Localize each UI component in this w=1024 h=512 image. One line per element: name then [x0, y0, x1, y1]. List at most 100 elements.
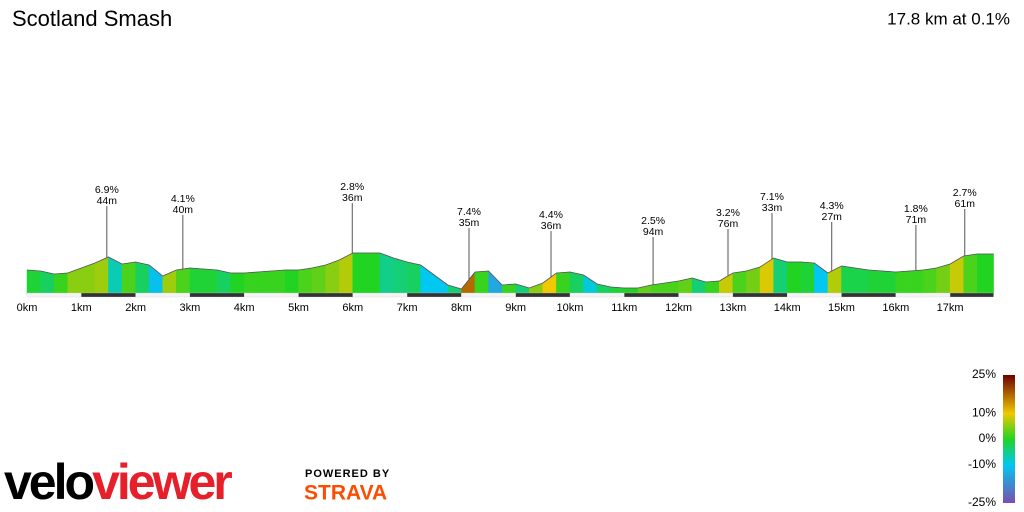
x-tick-label: 13km [719, 302, 746, 314]
annotation-length: 36m [541, 220, 562, 232]
legend-tick-label: -10% [968, 457, 996, 471]
annotation-grade: 2.7% [953, 187, 977, 199]
profile-segment [121, 261, 136, 296]
color-legend [1003, 375, 1015, 503]
km-stripe [895, 292, 951, 298]
km-stripe [26, 292, 82, 298]
annotation-grade: 7.4% [457, 206, 481, 218]
profile-segment [148, 264, 163, 296]
legend-tick-label: 25% [972, 367, 996, 381]
profile [26, 252, 994, 296]
logo: veloviewer POWERED BY STRAVA [4, 454, 390, 510]
km-stripe [135, 292, 191, 298]
chart-title: Scotland Smash [12, 6, 172, 31]
profile-segment [569, 271, 584, 296]
annotation-length: 94m [643, 226, 664, 238]
km-stripe [678, 292, 734, 298]
annotation-grade: 4.1% [171, 193, 195, 205]
x-tick-label: 7km [397, 302, 418, 314]
profile-segment [759, 257, 774, 296]
profile-segment [420, 264, 435, 296]
profile-segment [257, 270, 272, 296]
profile-segment [732, 270, 747, 296]
profile-segment [271, 269, 286, 296]
profile-segment [800, 261, 815, 296]
profile-segment [841, 265, 856, 296]
km-stripe [515, 292, 571, 298]
annotation-grade: 2.5% [641, 215, 665, 227]
annotation-length: 35m [459, 217, 480, 229]
x-tick-label: 6km [342, 302, 363, 314]
profile-segment [895, 270, 910, 296]
profile-segment [243, 271, 259, 296]
x-tick-label: 12km [665, 302, 692, 314]
annotation-length: 71m [906, 214, 927, 226]
profile-segment [827, 265, 842, 296]
profile-segment [556, 271, 571, 296]
x-tick-label: 15km [828, 302, 855, 314]
profile-segment [406, 261, 421, 296]
x-tick-label: 14km [774, 302, 801, 314]
profile-outline [26, 252, 994, 290]
km-stripe [569, 292, 625, 298]
annotation-length: 40m [173, 204, 194, 216]
profile-segment [81, 262, 96, 296]
legend-tick-label: -25% [968, 495, 996, 509]
profile-segment [162, 269, 177, 296]
annotation-length: 27m [822, 211, 843, 223]
x-tick-label: 4km [234, 302, 255, 314]
profile-segment [719, 272, 734, 296]
annotation-length: 44m [97, 195, 118, 207]
profile-segment [352, 252, 367, 296]
km-stripe [787, 292, 842, 298]
profile-segment [379, 252, 394, 296]
profile-segment [746, 266, 761, 296]
powered-by: POWERED BY [305, 468, 390, 480]
profile-segment [936, 263, 951, 296]
x-tick-label: 2km [125, 302, 146, 314]
profile-segment [963, 253, 978, 296]
logo-viewer-text: viewer [92, 454, 232, 510]
profile-segment [474, 270, 489, 296]
profile-segment [40, 270, 55, 296]
x-tick-label: 1km [71, 302, 92, 314]
profile-segment [868, 269, 883, 296]
km-stripe [624, 292, 679, 298]
profile-segment [26, 269, 41, 296]
annotation-grade: 3.2% [716, 207, 740, 219]
x-tick-label: 5km [288, 302, 309, 314]
km-stripe [352, 292, 408, 298]
annotation-grade: 4.3% [820, 200, 844, 212]
profile-segment [189, 267, 204, 296]
km-stripe [81, 292, 136, 298]
annotation-grade: 4.4% [539, 209, 563, 221]
km-stripe [841, 292, 896, 298]
profile-segment [284, 269, 299, 296]
logo-velo: veloviewer [4, 454, 232, 510]
profile-segment [786, 261, 802, 296]
km-stripe [732, 292, 788, 298]
profile-segment [909, 269, 924, 296]
annotation-grade: 2.8% [340, 181, 364, 193]
profile-segment [393, 257, 408, 296]
profile-segment [176, 267, 191, 296]
profile-segment [461, 271, 476, 296]
strava-logo: STRAVA [304, 482, 387, 505]
annotation-length: 76m [718, 218, 739, 230]
profile-segment [691, 277, 706, 296]
km-stripe [298, 292, 353, 298]
annotation-length: 36m [342, 192, 363, 204]
profile-segment [298, 267, 313, 296]
annotation-length: 61m [955, 198, 976, 210]
profile-segment [949, 255, 964, 296]
x-tick-label: 16km [882, 302, 909, 314]
profile-segment [773, 257, 788, 296]
km-stripe [244, 292, 299, 298]
annotation-grade: 1.8% [904, 203, 928, 215]
legend-tick-label: 0% [979, 431, 997, 445]
x-tick-label: 10km [557, 302, 584, 314]
profile-segment [230, 272, 245, 296]
profile-segment [216, 269, 231, 296]
profile-segment [53, 272, 68, 296]
